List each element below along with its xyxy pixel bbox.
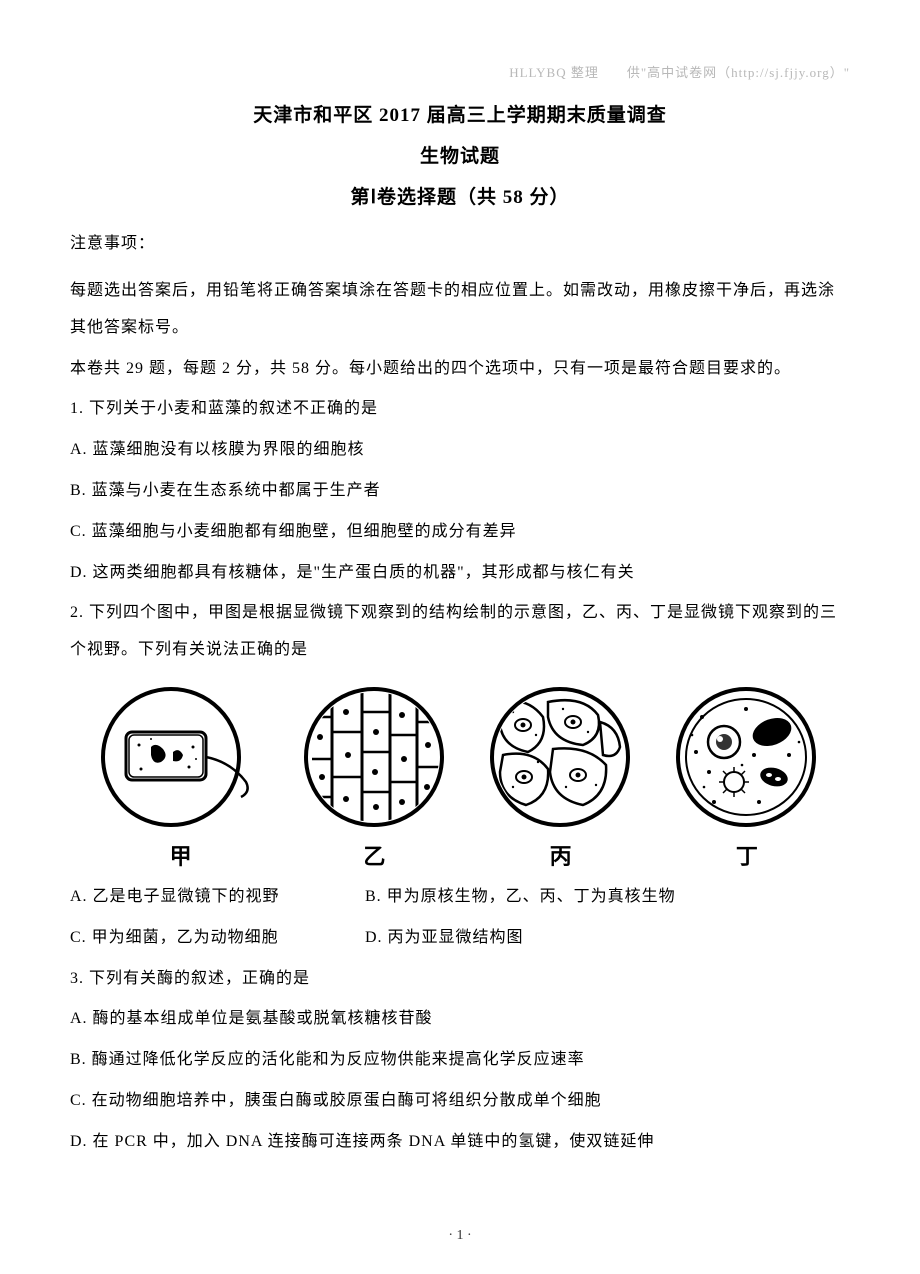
q1-stem: 1. 下列关于小麦和蓝藻的叙述不正确的是 <box>70 391 850 428</box>
q3-option-c: C. 在动物细胞培养中，胰蛋白酶或胶原蛋白酶可将组织分散成单个细胞 <box>70 1083 850 1120</box>
q3-option-d: D. 在 PCR 中，加入 DNA 连接酶可连接两条 DNA 单链中的氢键，使双… <box>70 1124 850 1161</box>
figure-yi-caption: 乙 <box>363 839 385 871</box>
q3-option-b: B. 酶通过降低化学反应的活化能和为反应物供能来提高化学反应速率 <box>70 1042 850 1079</box>
notice-text-2: 本卷共 29 题，每题 2 分，共 58 分。每小题给出的四个选项中，只有一项是… <box>70 351 850 388</box>
q2-option-a: A. 乙是电子显微镜下的视野 <box>70 879 365 916</box>
figure-bing: 丙 <box>488 687 633 871</box>
q3-option-a: A. 酶的基本组成单位是氨基酸或脱氧核糖核苷酸 <box>70 1001 850 1038</box>
figure-yi-svg <box>302 687 447 827</box>
title-main: 天津市和平区 2017 届高三上学期期末质量调查 <box>70 100 850 127</box>
notice-text-1: 每题选出答案后，用铅笔将正确答案填涂在答题卡的相应位置上。如需改动，用橡皮擦干净… <box>70 273 850 347</box>
q3-stem: 3. 下列有关酶的叙述，正确的是 <box>70 961 850 998</box>
q2-figure-row: 甲 <box>70 687 850 871</box>
q2-option-c: C. 甲为细菌，乙为动物细胞 <box>70 920 365 957</box>
figure-jia: 甲 <box>101 687 261 871</box>
q2-option-b: B. 甲为原核生物，乙、丙、丁为真核生物 <box>365 879 676 916</box>
figure-bing-caption: 丙 <box>550 839 572 871</box>
figure-ding-caption: 丁 <box>736 839 758 871</box>
figure-jia-svg <box>101 687 261 827</box>
title-subject: 生物试题 <box>70 141 850 168</box>
q2-stem: 2. 下列四个图中，甲图是根据显微镜下观察到的结构绘制的示意图，乙、丙、丁是显微… <box>70 595 850 669</box>
q1-option-b: B. 蓝藻与小麦在生态系统中都属于生产者 <box>70 473 850 510</box>
q2-options-row-2: C. 甲为细菌，乙为动物细胞 D. 丙为亚显微结构图 <box>70 920 850 957</box>
page-number: · 1 · <box>0 1228 920 1244</box>
figure-bing-svg <box>488 687 633 827</box>
header-watermark: HLLYBQ 整理 供"高中试卷网（http://sj.fjjy.org）" <box>509 62 850 81</box>
notice-label: 注意事项： <box>70 229 850 253</box>
figure-yi: 乙 <box>302 687 447 871</box>
q1-option-d: D. 这两类细胞都具有核糖体，是"生产蛋白质的机器"，其形成都与核仁有关 <box>70 555 850 592</box>
section-title: 第Ⅰ卷选择题（共 58 分） <box>70 182 850 209</box>
figure-ding: 丁 <box>674 687 819 871</box>
q2-options-row-1: A. 乙是电子显微镜下的视野 B. 甲为原核生物，乙、丙、丁为真核生物 <box>70 879 850 916</box>
q2-option-d: D. 丙为亚显微结构图 <box>365 920 524 957</box>
figure-jia-caption: 甲 <box>170 839 192 871</box>
q1-option-a: A. 蓝藻细胞没有以核膜为界限的细胞核 <box>70 432 850 469</box>
figure-ding-svg <box>674 687 819 827</box>
q1-option-c: C. 蓝藻细胞与小麦细胞都有细胞壁，但细胞壁的成分有差异 <box>70 514 850 551</box>
